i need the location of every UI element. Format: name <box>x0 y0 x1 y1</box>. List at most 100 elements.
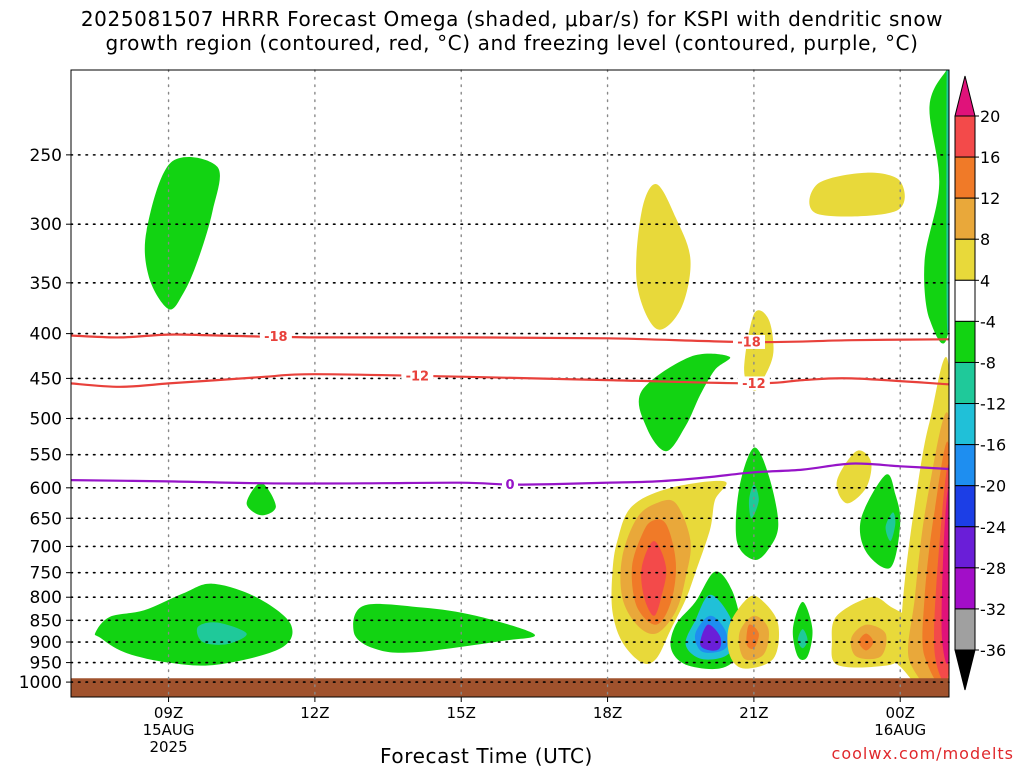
omega-region-3 <box>196 622 247 645</box>
contour--12 <box>71 373 949 388</box>
x-tick-label: 00Z <box>886 704 915 722</box>
omega-region-21 <box>746 624 759 649</box>
colorbar-bin <box>954 444 976 487</box>
colorbar-bin <box>954 567 976 610</box>
y-tick-label: 250 <box>30 146 62 166</box>
colorbar-label: 12 <box>980 189 1000 208</box>
omega-region-24 <box>836 450 872 504</box>
colorbar-bin <box>954 608 976 651</box>
colorbar-label: 16 <box>980 148 1000 167</box>
y-tick-label: 700 <box>30 537 62 557</box>
omega-region-18 <box>748 484 759 519</box>
omega-region-6 <box>638 353 731 452</box>
colorbar-label: 4 <box>980 271 990 290</box>
omega-shading <box>94 70 949 697</box>
contour-0 <box>71 462 949 486</box>
contour-label-bg <box>401 368 434 383</box>
colorbar-label: -8 <box>980 353 996 372</box>
y-tick-label: 550 <box>30 446 62 466</box>
omega-region-5 <box>636 184 691 330</box>
colorbar-bin <box>954 279 976 322</box>
y-tick-label: 750 <box>30 564 62 584</box>
colorbar-label: -36 <box>980 641 1006 660</box>
contour-label: -12 <box>742 377 766 392</box>
plot-frame <box>70 69 950 698</box>
colorbar-label: -16 <box>980 436 1006 455</box>
x-tick-label: 21Z <box>739 704 768 722</box>
omega-region-16 <box>700 624 722 651</box>
colorbar: 20 16 12 8 4 -4 -8 -12 -16 -20 -24 -28 -32 -36 <box>954 75 1006 691</box>
omega-region-29 <box>885 512 896 542</box>
chart-title-line2: growth region (contoured, red, °C) and f… <box>105 31 919 55</box>
y-tick-label: 500 <box>30 409 62 429</box>
colorbar-bin <box>954 156 976 199</box>
x-tick-label: 2025 <box>149 738 187 756</box>
temperature-contours: -18 -18 -12 -12 0 <box>71 329 949 493</box>
contour--18 <box>71 333 949 344</box>
omega-region-1 <box>246 482 276 516</box>
y-tick-label: 350 <box>30 274 62 294</box>
x-tick-label: 15AUG <box>143 721 195 739</box>
colorbar-bin <box>954 485 976 528</box>
colorbar-label: -12 <box>980 395 1006 414</box>
omega-region-31 <box>946 70 949 336</box>
colorbar-bin <box>954 197 976 240</box>
omega-region-2 <box>94 583 293 666</box>
y-tick-label: 400 <box>30 325 62 345</box>
colorbar-bottom-arrow <box>954 649 976 691</box>
contour-label: -18 <box>264 330 288 345</box>
contour-label-bg <box>733 334 766 349</box>
colorbar-label: -28 <box>980 559 1006 578</box>
colorbar-bin <box>954 238 976 281</box>
y-tick-label: 800 <box>30 588 62 608</box>
y-tick-label: 900 <box>30 633 62 653</box>
contour-label-bg <box>502 477 518 492</box>
omega-region-4 <box>353 603 535 653</box>
y-tick-label: 850 <box>30 611 62 631</box>
chart-title-line1: 2025081507 HRRR Forecast Omega (shaded, … <box>80 7 944 31</box>
colorbar-bin <box>954 361 976 405</box>
omega-region-0 <box>144 156 220 310</box>
contour-label: -18 <box>737 335 761 350</box>
y-tick-label: 600 <box>30 479 62 499</box>
contour-label-bg <box>737 376 770 391</box>
y-tick-label: 650 <box>30 509 62 529</box>
colorbar-label: 20 <box>980 107 1000 126</box>
colorbar-top-arrow <box>954 75 976 117</box>
x-tick-label: 16AUG <box>874 721 926 739</box>
credit-text: coolwx.com/modelts <box>831 744 1014 763</box>
x-tick-label: 09Z <box>154 704 183 722</box>
surface-terrain <box>71 678 949 697</box>
colorbar-bin <box>954 403 976 446</box>
x-tick-label: 18Z <box>593 704 622 722</box>
omega-region-30 <box>924 70 949 344</box>
omega-region-28 <box>859 474 901 569</box>
omega-region-36 <box>941 488 949 664</box>
omega-region-23 <box>797 629 808 649</box>
colorbar-label: 8 <box>980 230 990 249</box>
omega-region-12 <box>641 541 667 616</box>
x-tick-label: 12Z <box>300 704 329 722</box>
x-axis-title: Forecast Time (UTC) <box>380 744 593 768</box>
y-tick-label: 1000 <box>19 673 62 693</box>
y-tick-label: 300 <box>30 215 62 235</box>
omega-region-8 <box>809 172 905 217</box>
colorbar-bin <box>954 115 976 158</box>
colorbar-label: -20 <box>980 477 1006 496</box>
y-axis: 2503003504004505005506006507007508008509… <box>19 146 71 693</box>
grid <box>70 69 950 698</box>
x-tick-label: 15Z <box>447 704 476 722</box>
colorbar-label: -32 <box>980 600 1006 619</box>
contour-label: 0 <box>505 478 514 493</box>
colorbar-bin <box>954 320 976 363</box>
colorbar-label: -24 <box>980 518 1006 537</box>
contour-label-bg <box>259 329 292 344</box>
colorbar-bin <box>954 526 976 569</box>
y-tick-label: 950 <box>30 654 62 674</box>
colorbar-label: -4 <box>980 312 996 331</box>
contour-label: -12 <box>406 369 430 384</box>
omega-region-7 <box>744 310 774 392</box>
y-tick-label: 450 <box>30 369 62 389</box>
